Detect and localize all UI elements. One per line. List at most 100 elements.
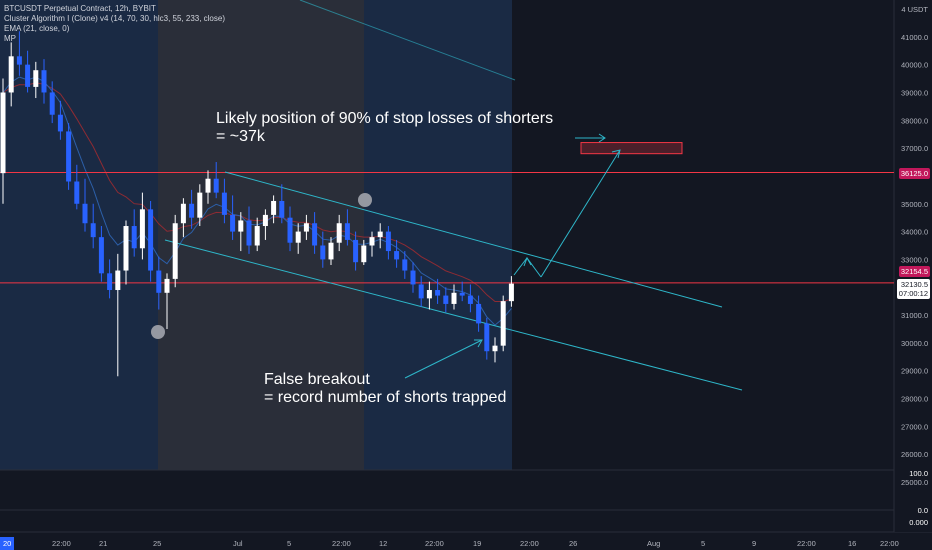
candle-body [0,92,6,174]
price-tag-current-value: 32130.5 [900,280,928,289]
time-tick-label: 22:00 [880,539,899,548]
candle-body [394,251,400,260]
price-axis-ticks: 41000.0 40000.0 39000.0 38000.0 37000.0 35000… [901,33,928,487]
channel-lower-line[interactable] [164,239,743,391]
osc-tick-000: 0.000 [909,518,928,527]
long-trend-line[interactable] [299,0,516,81]
candle-body [156,270,162,293]
candle-body [213,178,219,193]
candle-body [369,237,375,246]
price-tick-label: 38000.0 [901,116,928,125]
time-tick-label: 25 [153,539,162,548]
candle-body [139,209,145,249]
currency-label[interactable]: 4 USDT [901,5,928,14]
candle-body [353,239,359,263]
candle-body [451,292,457,304]
price-tag-lower: 32154.5 [898,266,930,277]
candle-body [107,273,113,291]
candle-body [49,92,55,115]
candle-body [287,217,293,243]
time-tick-label: Jul [233,539,243,548]
price-tick-label: 37000.0 [901,144,928,153]
time-axis-badge[interactable]: 20 [0,537,15,550]
time-tick-label: 22:00 [425,539,444,548]
annotation-false-breakout-line2: = record number of shorts trapped [264,389,507,406]
legend-indicator-cluster[interactable]: Cluster Algorithm I (Clone) v4 (14, 70, … [4,14,225,23]
time-tick-label: 5 [287,539,292,548]
candle-body [230,214,236,232]
price-tick-label: 28000.0 [901,395,928,404]
candles [0,31,514,377]
candle-body [115,270,121,291]
candle-body [459,292,465,296]
candle-body [238,220,244,232]
candle-body [402,259,408,271]
candle-body [66,131,72,182]
price-tick-label: 41000.0 [901,33,928,42]
target-zone-rect[interactable] [580,142,683,155]
candle-body [131,226,137,249]
price-tick-label: 33000.0 [901,255,928,264]
price-tick-label: 34000.0 [901,228,928,237]
annotation-stop-losses: Likely position of 90% of stop losses of… [216,110,553,146]
candle-body [82,203,88,224]
candle-body [246,220,252,246]
osc-tick-100: 100.0 [909,469,928,478]
candle-body [361,245,367,263]
candle-body [377,231,383,238]
candle-body [410,270,416,285]
price-tick-label: 25000.0 [901,478,928,487]
osc-tick-0: 0.0 [917,506,928,515]
price-tick-label: 40000.0 [901,61,928,70]
price-tick-label: 39000.0 [901,88,928,97]
candle-body [500,301,506,346]
candle-body [295,231,301,243]
legend-indicator-ema[interactable]: EMA (21, close, 0) [4,24,70,33]
channel-upper-line[interactable] [224,171,723,308]
annotation-false-breakout-line1: False breakout [264,371,370,388]
candle-body [148,209,154,271]
time-tick-label: 9 [752,539,757,548]
candle-body [221,192,227,215]
candle-body [312,223,318,246]
legend-symbol[interactable]: BTCUSDT Perpetual Contract, 12h, BYBIT [4,4,156,13]
candle-body [418,284,424,299]
time-tick-label: 5 [701,539,706,548]
candle-body [197,192,203,218]
arrow-false-breakout-head [474,339,483,348]
candle-body [476,303,482,324]
time-tick-label: 26 [569,539,578,548]
arrow-target [540,149,621,278]
chart-legend[interactable]: BTCUSDT Perpetual Contract, 12h, BYBIT C… [4,4,225,44]
price-tick-label: 31000.0 [901,311,928,320]
candle-body [74,181,80,204]
price-tick-label: 35000.0 [901,200,928,209]
time-tick-label: 12 [379,539,388,548]
legend-indicator-mp[interactable]: MP [4,34,16,43]
arrow-label-head [598,133,606,143]
candle-body [57,114,63,132]
candle-body [467,295,473,304]
candle-body [279,200,285,218]
candle-body [33,70,39,87]
arrow-target-head [611,149,621,159]
candle-body [16,56,22,65]
marker-circle-low [151,325,165,339]
price-tick-label: 30000.0 [901,339,928,348]
time-tick-label: Aug [647,539,661,548]
time-tick-label: 22:00 [520,539,539,548]
candle-body [90,223,96,238]
candle-body [426,290,432,299]
candle-body [164,278,170,293]
candle-body [336,223,342,243]
candle-body [492,345,498,352]
price-tag-countdown: 07:00:12 [898,289,928,298]
arrow-breakout-path [513,257,542,278]
price-tick-label: 26000.0 [901,450,928,459]
time-tick-label: 19 [473,539,482,548]
time-tick-label: 21 [99,539,108,548]
candle-body [262,214,268,227]
candle-body [320,245,326,260]
candle-body [189,203,195,218]
